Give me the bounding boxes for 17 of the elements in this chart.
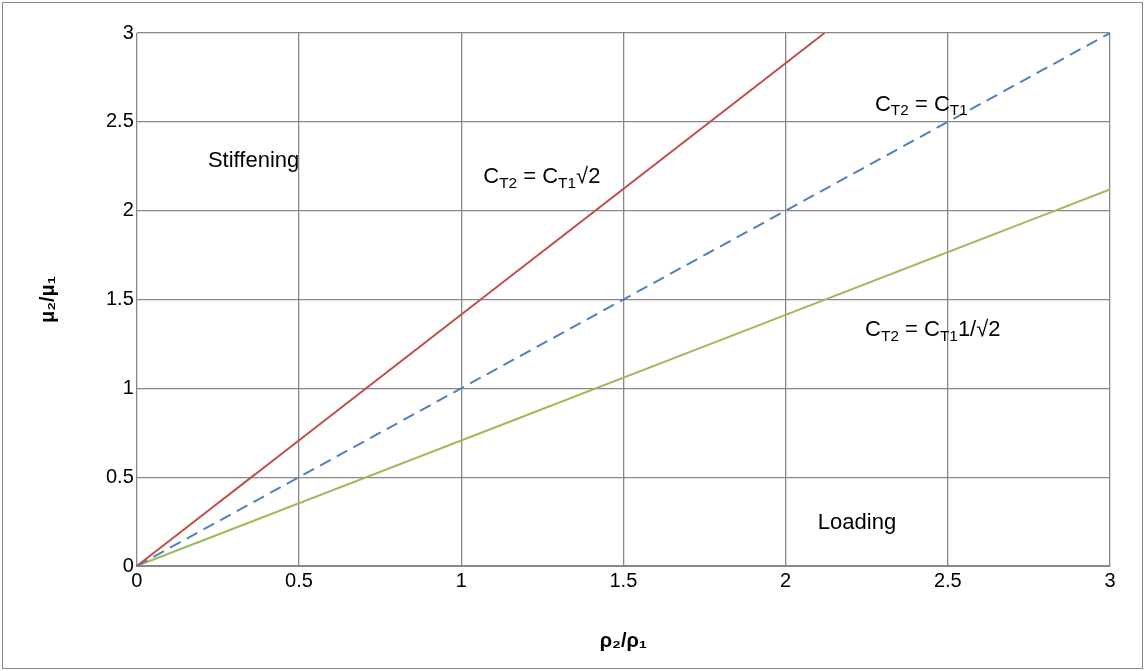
x-tick-label: 3 <box>1104 568 1116 591</box>
y-tick-label: 2.5 <box>105 109 134 132</box>
annotation: Loading <box>817 509 897 535</box>
x-axis-title: ρ₂/ρ₁ <box>599 628 648 651</box>
y-tick-label: 0 <box>122 553 134 576</box>
x-tick-label: 2.5 <box>933 568 962 591</box>
x-tick-label: 1 <box>455 568 467 591</box>
x-tick-label: 2 <box>780 568 792 591</box>
y-tick-label: 3 <box>122 20 134 43</box>
annotation: Stiffening <box>207 146 300 172</box>
y-axis-title: μ₂/μ₁ <box>36 275 59 324</box>
x-tick-label: 1.5 <box>609 568 638 591</box>
y-tick-label: 1.5 <box>105 287 134 310</box>
y-tick-label: 2 <box>122 198 134 221</box>
x-tick-label: 0.5 <box>285 568 313 591</box>
y-tick-label: 1 <box>122 375 134 398</box>
y-tick-label: 0.5 <box>105 464 134 487</box>
